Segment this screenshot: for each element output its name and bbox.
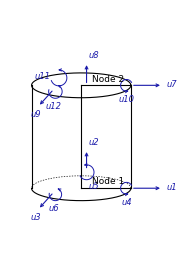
- Text: u8: u8: [88, 52, 99, 60]
- Text: u5: u5: [88, 182, 99, 191]
- Text: Node 1: Node 1: [92, 177, 124, 187]
- Text: u10: u10: [119, 95, 134, 104]
- Text: Node 2: Node 2: [92, 75, 124, 83]
- Text: u3: u3: [31, 213, 41, 222]
- Text: u9: u9: [31, 110, 41, 119]
- Text: u7: u7: [166, 80, 177, 89]
- Text: u1: u1: [166, 183, 177, 192]
- Text: u11: u11: [35, 72, 51, 81]
- Text: u2: u2: [88, 139, 99, 147]
- Text: u12: u12: [46, 102, 62, 111]
- Text: u4: u4: [121, 198, 132, 207]
- Text: u6: u6: [48, 204, 59, 213]
